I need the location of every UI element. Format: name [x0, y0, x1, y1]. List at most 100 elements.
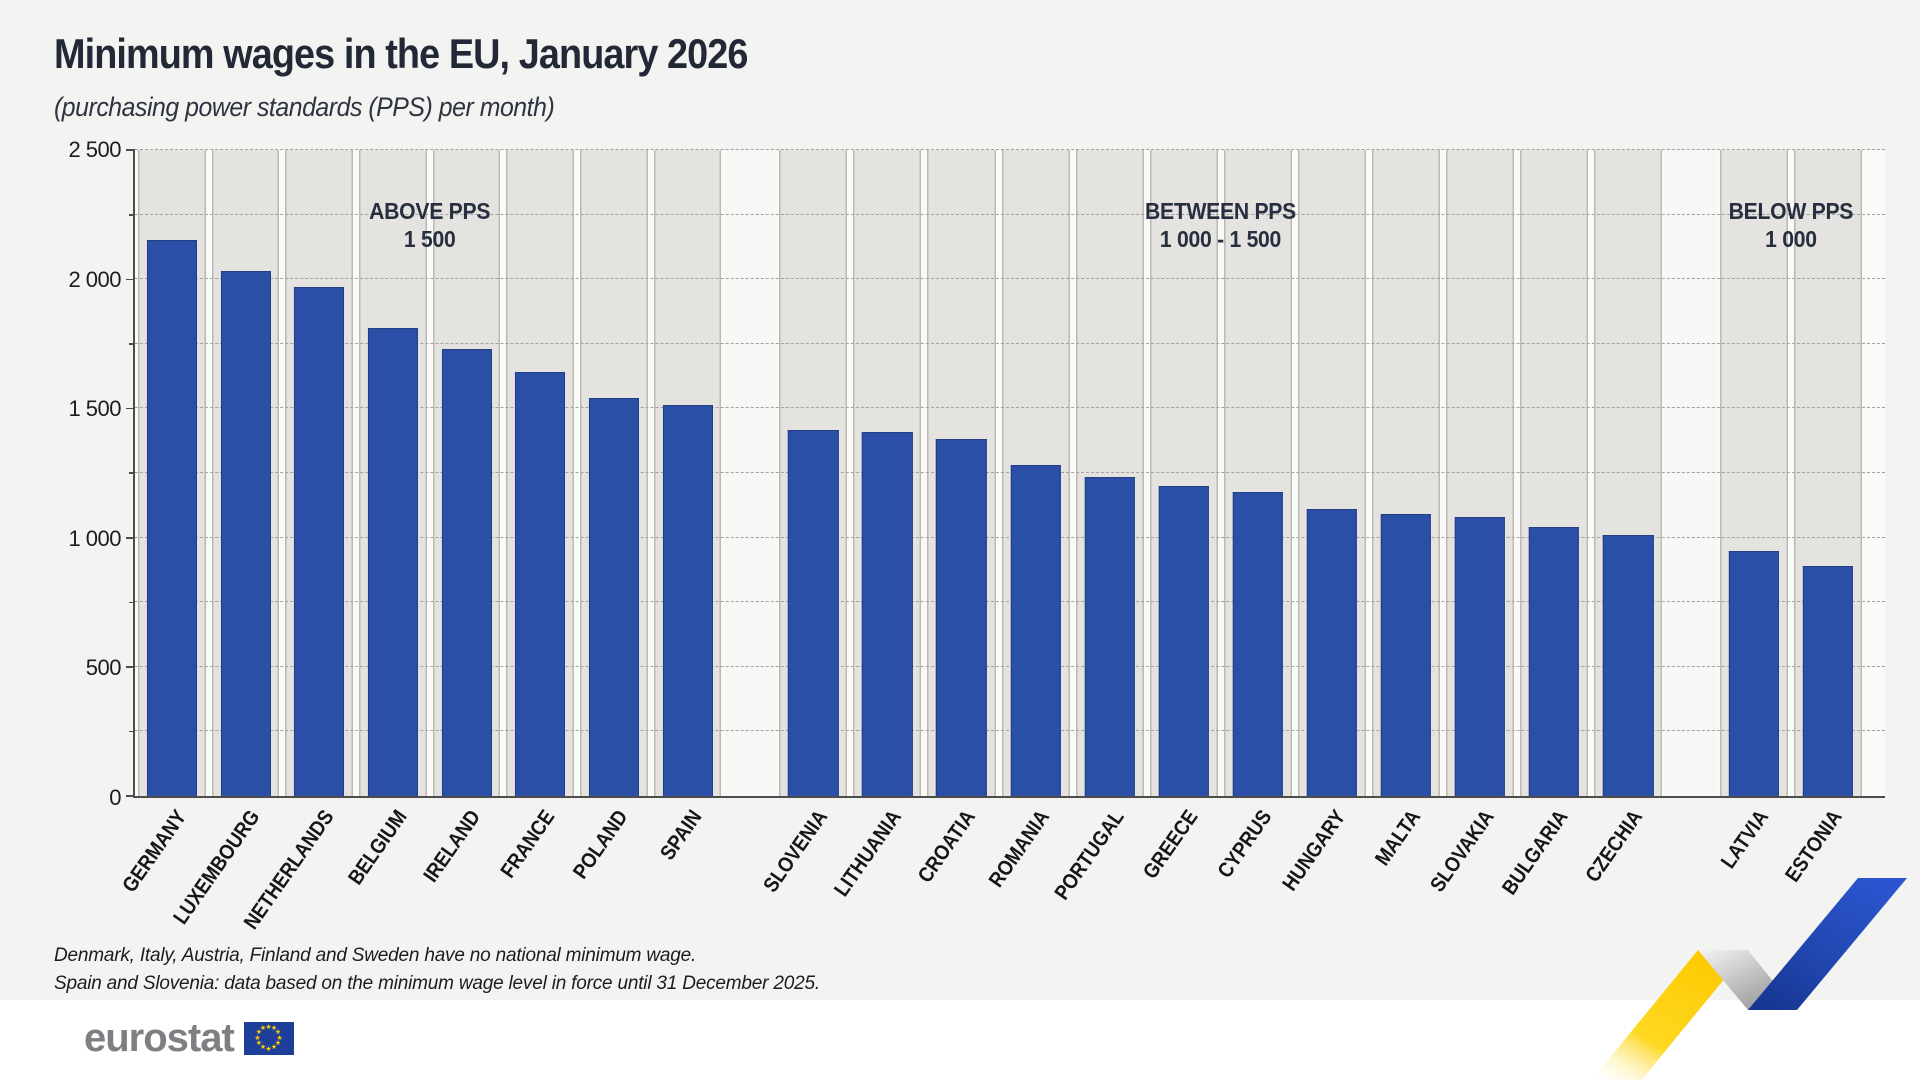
bar-column-malta: MALTA — [1370, 150, 1440, 870]
bar-column-belgium: BELGIUM — [344, 150, 427, 889]
group-label: BELOW PPS 1 000 — [1728, 198, 1854, 252]
bar-poland — [588, 398, 639, 796]
y-label-0: 0 — [109, 785, 121, 810]
x-label-france: FRANCE — [496, 806, 560, 883]
bar-portugal — [1084, 476, 1135, 796]
bar-slovakia — [1454, 516, 1506, 796]
eu-flag-star: ★ — [274, 1040, 282, 1047]
bar-netherlands — [294, 286, 345, 796]
eu-flag-star: ★ — [270, 1044, 278, 1052]
y-tick-1750 — [129, 343, 135, 345]
x-label-slovakia: SLOVAKIA — [1426, 806, 1499, 897]
bar-ireland — [441, 348, 492, 796]
x-label-greece: GREECE — [1138, 806, 1203, 884]
trend-ribbon-graphic — [1591, 878, 1907, 1080]
x-label-germany: GERMANY — [117, 806, 191, 897]
group-label: BETWEEN PPS 1 000 - 1 500 — [1145, 198, 1297, 252]
eu-flag-star: ★ — [274, 1029, 282, 1036]
x-label-portugal: PORTUGAL — [1050, 806, 1129, 905]
eu-flag-star: ★ — [254, 1034, 261, 1042]
x-label-lithuania: LITHUANIA — [830, 806, 907, 901]
x-label-romania: ROMANIA — [984, 806, 1055, 892]
y-label-2500: 2 500 — [68, 137, 121, 162]
bar-column-germany: GERMANY — [118, 150, 206, 897]
x-label-belgium: BELGIUM — [343, 806, 412, 889]
bar-chart-plot-area: ABOVE PPS 1 500 GERMANY LUXEMBOURG NETHERLAN… — [68, 137, 1885, 934]
bar-column-cyprus: CYPRUS — [1214, 150, 1292, 882]
x-label-hungary: HUNGARY — [1278, 806, 1351, 896]
y-tick-250 — [129, 730, 135, 733]
bar-column-hungary: HUNGARY — [1279, 150, 1366, 895]
bar-column-poland: POLAND — [569, 150, 648, 883]
eu-flag-star: ★ — [255, 1040, 263, 1047]
y-tick-2000 — [126, 278, 135, 281]
eu-flag-star: ★ — [255, 1029, 263, 1036]
x-label-spain: SPAIN — [655, 806, 707, 865]
plot-right-margin — [1865, 150, 1885, 796]
y-tick-750 — [129, 601, 135, 604]
bar-column-estonia: ESTONIA — [1781, 150, 1863, 886]
y-tick-500 — [126, 666, 135, 668]
footnotes: Denmark, Italy, Austria, Finland and Swe… — [54, 942, 820, 997]
y-tick-1250 — [129, 472, 135, 474]
bar-column-ireland: IRELAND — [419, 150, 501, 886]
bar-hungary — [1306, 509, 1358, 796]
chart-title: Minimum wages in the EU, January 2026 — [54, 30, 748, 77]
bar-belgium — [367, 328, 418, 796]
footnote-line-2: Spain and Slovenia: data based on the mi… — [54, 972, 820, 994]
bar-groups-container: ABOVE PPS 1 500 GERMANY LUXEMBOURG NETHERLAN… — [118, 150, 1885, 934]
bar-czechia — [1602, 535, 1654, 796]
group-between-pps: BETWEEN PPS 1 000 - 1 500 SLOVENIA LITHUANI… — [759, 150, 1665, 904]
bar-romania — [1010, 465, 1061, 796]
bar-column-lithuania: LITHUANIA — [830, 150, 922, 901]
eu-flag-star: ★ — [265, 1023, 272, 1031]
y-label-500: 500 — [85, 655, 122, 681]
bar-column-slovakia: SLOVAKIA — [1426, 150, 1515, 896]
y-label-2000: 2 000 — [68, 266, 121, 292]
eu-flag-icon: ★ ★ ★ ★ ★ ★ ★ ★ ★ ★ ★ ★ — [243, 1021, 294, 1055]
y-tick-2500 — [126, 149, 135, 151]
bar-column-romania: ROMANIA — [985, 150, 1070, 892]
eurostat-logo-text: eurostat — [84, 1016, 235, 1060]
bar-greece — [1158, 485, 1209, 796]
eu-flag-star: ★ — [265, 1045, 272, 1053]
bar-germany — [146, 240, 197, 796]
x-label-cyprus: CYPRUS — [1213, 806, 1277, 883]
x-label-poland: POLAND — [569, 806, 633, 884]
bar-estonia — [1802, 566, 1854, 796]
bar-latvia — [1729, 550, 1780, 796]
x-label-slovenia: SLOVENIA — [759, 806, 833, 897]
eu-flag-star: ★ — [270, 1024, 278, 1032]
y-tick-2250 — [129, 214, 135, 216]
y-tick-1000 — [126, 537, 135, 539]
bar-bulgaria — [1528, 527, 1580, 796]
y-tick-0 — [126, 795, 135, 797]
x-label-malta: MALTA — [1370, 806, 1425, 870]
bar-column-france: FRANCE — [496, 150, 575, 882]
bar-column-slovenia: SLOVENIA — [759, 150, 848, 897]
bar-malta — [1380, 514, 1432, 796]
eu-flag-star: ★ — [259, 1024, 267, 1032]
bar-column-netherlands: NETHERLANDS — [239, 150, 354, 934]
y-label-1500: 1 500 — [68, 396, 121, 422]
chart-subtitle: (purchasing power standards (PPS) per mo… — [54, 92, 555, 122]
group-below-pps: BELOW PPS 1 000 LATVIA ESTONIA — [1717, 150, 1865, 886]
group-gap — [1665, 150, 1718, 796]
bar-spain — [662, 404, 713, 796]
y-label-1000: 1 000 — [68, 525, 121, 551]
group-gap — [724, 150, 777, 796]
bar-lithuania — [862, 431, 913, 796]
x-label-latvia: LATVIA — [1716, 806, 1773, 873]
bar-column-luxembourg: LUXEMBOURG — [169, 150, 280, 929]
bar-column-croatia: CROATIA — [914, 150, 996, 887]
x-label-bulgaria: BULGARIA — [1498, 806, 1573, 900]
bar-france — [515, 372, 566, 796]
eurostat-logo: eurostat ★ ★ ★ ★ ★ ★ ★ ★ ★ ★ ★ ★ — [84, 1018, 294, 1058]
bar-column-czechia: CZECHIA — [1581, 150, 1663, 886]
x-label-croatia: CROATIA — [913, 806, 981, 888]
x-label-ireland: IRELAND — [419, 806, 486, 887]
bar-cyprus — [1232, 492, 1283, 796]
bar-luxembourg — [220, 271, 271, 796]
eu-flag-star: ★ — [276, 1034, 283, 1042]
bar-column-portugal: PORTUGAL — [1050, 150, 1144, 904]
